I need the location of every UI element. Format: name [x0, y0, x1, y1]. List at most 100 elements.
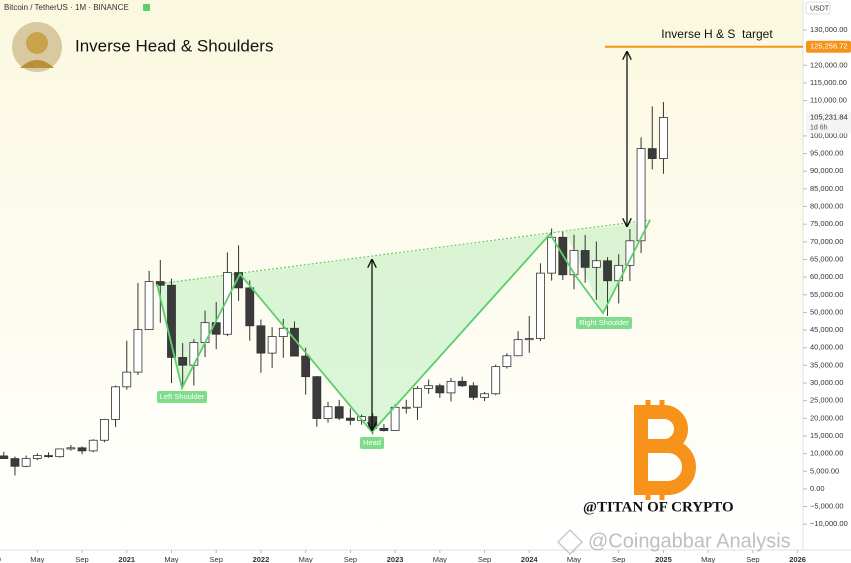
- candle-body: [524, 338, 534, 341]
- candle-body: [155, 281, 165, 286]
- candle-body: [234, 272, 243, 289]
- candle-body: [345, 417, 355, 421]
- candle-body: [222, 272, 232, 335]
- y-tick-label: 30,000.00: [810, 378, 843, 387]
- y-tick-label: 55,000.00: [810, 290, 843, 299]
- candle-body: [401, 406, 411, 409]
- candle-body: [200, 322, 210, 343]
- candle-body: [66, 447, 76, 450]
- candle-body: [122, 371, 132, 388]
- pattern-label: Head: [363, 438, 381, 447]
- candle-body: [446, 380, 456, 394]
- x-tick-label: Sep: [612, 555, 625, 563]
- candle-body: [536, 272, 545, 340]
- y-tick-label: 10,000.00: [810, 449, 843, 458]
- y-tick-label: 0.00: [810, 484, 825, 493]
- pattern-label: Right Shoulder: [579, 318, 629, 327]
- x-tick-label: May: [701, 555, 715, 563]
- candle-body: [323, 406, 333, 419]
- candle-body: [256, 325, 266, 354]
- status-icon: [143, 4, 150, 11]
- candle-body: [424, 385, 434, 389]
- candle-body: [435, 385, 445, 394]
- pattern-lines: [156, 219, 651, 434]
- candle-body: [245, 287, 255, 327]
- candle-body: [580, 250, 590, 268]
- y-tick-label: 50,000.00: [810, 307, 843, 316]
- x-tick-label: Sep: [344, 555, 357, 563]
- y-tick-label: 40,000.00: [810, 343, 843, 352]
- y-tick-label: 100,000.00: [810, 131, 848, 140]
- target-price-label: 125,256.72: [810, 42, 848, 51]
- y-tick-label: 15,000.00: [810, 431, 843, 440]
- candle-body: [290, 327, 299, 357]
- y-tick-label: 85,000.00: [810, 184, 843, 193]
- last-price-label: 105,231.84: [810, 112, 848, 121]
- avatar: [12, 22, 62, 72]
- y-tick-label: 75,000.00: [810, 219, 843, 228]
- x-tick-label: 2024: [521, 555, 539, 563]
- watermark-logo: [556, 528, 584, 556]
- x-tick-label: Sep: [210, 555, 223, 563]
- candle-body: [636, 148, 646, 242]
- y-tick-label: 60,000.00: [810, 272, 843, 281]
- candle-body: [603, 260, 612, 282]
- y-tick-label: 25,000.00: [810, 396, 843, 405]
- candle-body: [55, 448, 65, 458]
- candle-body: [167, 284, 176, 358]
- candle-body: [178, 357, 188, 366]
- candle-body: [614, 264, 624, 282]
- y-tick-label: 90,000.00: [810, 166, 843, 175]
- candle-body: [334, 406, 344, 419]
- y-tick-label: 70,000.00: [810, 237, 843, 246]
- x-tick-label: 2020: [0, 555, 1, 563]
- candle-body: [21, 458, 31, 467]
- y-tick-label: 5,000.00: [810, 466, 839, 475]
- x-tick-label: May: [299, 555, 313, 563]
- candle-body: [569, 250, 579, 276]
- x-tick-label: 2022: [253, 555, 270, 563]
- y-tick-label: 65,000.00: [810, 254, 843, 263]
- candle-body: [413, 388, 422, 408]
- candle-body: [77, 447, 87, 452]
- candle-body: [312, 376, 322, 419]
- candle-body: [32, 455, 42, 459]
- candle-body: [513, 339, 523, 357]
- candle-body: [267, 336, 277, 354]
- y-tick-label: 95,000.00: [810, 149, 843, 158]
- x-tick-label: Sep: [746, 555, 759, 563]
- x-tick-label: Sep: [478, 555, 491, 563]
- candle-body: [10, 458, 20, 467]
- y-tick-label: 120,000.00: [810, 60, 848, 69]
- x-tick-label: 2023: [387, 555, 404, 563]
- currency-box: [805, 1, 831, 15]
- candle-body: [278, 327, 288, 337]
- y-tick-label: −5,000.00: [810, 502, 844, 511]
- candle-body: [88, 439, 98, 452]
- pattern-label-box: [576, 317, 632, 329]
- x-tick-label: Sep: [75, 555, 88, 563]
- last-price-box: [806, 111, 851, 134]
- candle-body: [111, 386, 120, 420]
- bitcoin-logo: [634, 400, 696, 500]
- candle-body: [100, 418, 109, 441]
- target-price-box: [806, 40, 851, 53]
- x-tick-label: May: [164, 555, 178, 563]
- signature: @TITAN OF CRYPTO: [583, 499, 734, 515]
- x-tick-label: 2021: [118, 555, 135, 563]
- price-scale: [803, 0, 851, 563]
- x-tick-label: 2026: [789, 555, 806, 563]
- y-tick-label: 35,000.00: [810, 360, 843, 369]
- y-tick-label: 45,000.00: [810, 325, 843, 334]
- candle-body: [0, 455, 9, 459]
- y-tick-label: 115,000.00: [810, 78, 847, 87]
- y-tick-label: 110,000.00: [810, 96, 847, 105]
- chart-title: Inverse Head & Shoulders: [75, 36, 273, 55]
- x-tick-label: May: [30, 555, 44, 563]
- countdown: 1d 6h: [810, 124, 828, 131]
- watermark: @Coingabbar Analysis: [588, 530, 791, 552]
- x-tick-label: 2025: [655, 555, 672, 563]
- candle-body: [133, 329, 143, 373]
- y-tick-label: −10,000.00: [810, 519, 848, 528]
